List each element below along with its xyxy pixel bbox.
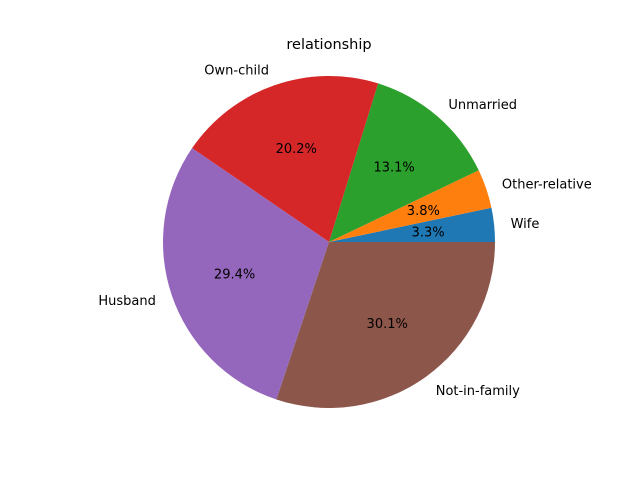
slice-own-child — [192, 76, 379, 243]
slice-percent-wife: 3.3% — [412, 226, 445, 241]
pie-labels: Wife 3.3% Other-relative 3.8% Unmarried 13.1%… — [98, 64, 591, 400]
slice-percent-not-in-family: 30.1% — [367, 317, 408, 332]
chart-title: relationship — [286, 37, 371, 53]
slice-percent-other-relative: 3.8% — [407, 204, 440, 219]
slice-percent-husband: 29.4% — [214, 268, 255, 283]
slice-percent-unmarried: 13.1% — [373, 161, 414, 176]
slice-husband — [162, 148, 329, 400]
slice-label-unmarried: Unmarried — [448, 98, 517, 113]
slice-not-in-family — [276, 242, 495, 408]
slice-label-wife: Wife — [511, 217, 540, 232]
slice-label-husband: Husband — [98, 294, 156, 309]
slice-label-own-child: Own-child — [204, 64, 269, 79]
slice-other-relative — [329, 170, 492, 242]
pie-slices — [162, 76, 495, 408]
slice-unmarried — [329, 83, 479, 243]
slice-label-other-relative: Other-relative — [502, 177, 592, 192]
slice-label-not-in-family: Not-in-family — [436, 384, 520, 399]
slice-wife — [329, 207, 495, 242]
slice-percent-own-child: 20.2% — [276, 142, 317, 157]
